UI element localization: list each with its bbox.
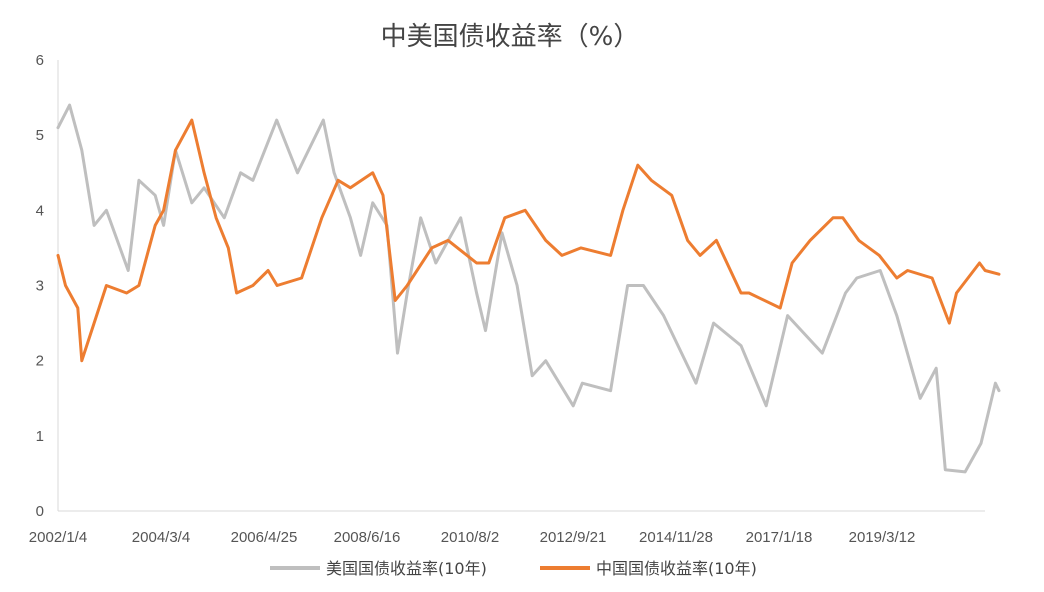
series-layer xyxy=(56,103,1001,474)
x-axis-ticks: 2002/1/4 2004/3/4 2006/4/25 2008/6/16 2010/8… xyxy=(29,529,916,546)
x-tick-label: 2008/6/16 xyxy=(334,529,401,546)
x-tick-label: 2019/3/12 xyxy=(849,529,916,546)
x-tick-label: 2004/3/4 xyxy=(132,529,190,546)
x-tick-label: 2017/1/18 xyxy=(746,529,813,546)
y-tick-label: 2 xyxy=(36,353,44,370)
x-tick-label: 2012/9/21 xyxy=(540,529,607,546)
y-tick-label: 0 xyxy=(36,503,44,520)
legend: 美国国债收益率(10年) 中国国债收益率(10年) xyxy=(270,559,757,578)
y-tick-label: 6 xyxy=(36,52,44,69)
legend-label-us: 美国国债收益率(10年) xyxy=(326,559,487,578)
y-tick-label: 4 xyxy=(36,202,44,219)
series-line-us xyxy=(56,103,1001,474)
x-tick-label: 2006/4/25 xyxy=(231,529,298,546)
y-axis-ticks: 0 1 2 3 4 5 6 xyxy=(36,52,44,520)
x-tick-label: 2010/8/2 xyxy=(441,529,499,546)
series-line-china xyxy=(56,118,1001,363)
y-tick-label: 3 xyxy=(36,278,44,295)
x-tick-label: 2002/1/4 xyxy=(29,529,87,546)
y-tick-label: 5 xyxy=(36,127,44,144)
chart-title: 中美国债收益率（%） xyxy=(381,22,640,52)
x-tick-label: 2014/11/28 xyxy=(639,529,713,546)
y-tick-label: 1 xyxy=(36,428,44,445)
legend-label-china: 中国国债收益率(10年) xyxy=(596,559,757,578)
